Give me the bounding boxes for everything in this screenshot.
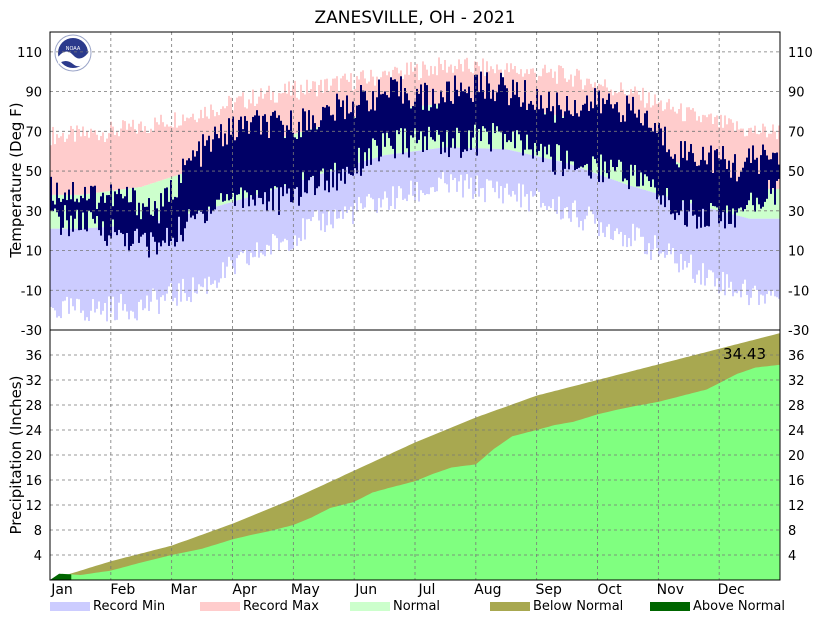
legend-swatch: [490, 602, 530, 611]
chart-title: ZANESVILLE, OH - 2021: [314, 8, 515, 28]
precip-tick-left: 28: [25, 399, 42, 414]
temp-tick-left: -30: [21, 324, 42, 339]
temp-tick-right: -10: [788, 284, 809, 299]
precip-tick-right: 24: [788, 424, 805, 439]
temp-tick-right: 70: [788, 125, 805, 140]
precip-tick-right: 8: [788, 524, 796, 539]
precip-tick-left: 24: [25, 424, 42, 439]
month-label: Aug: [474, 582, 501, 598]
temp-tick-right: 10: [788, 245, 805, 260]
precip-tick-left: 12: [25, 499, 42, 514]
noaa-logo: NOAA: [54, 34, 92, 72]
legend-swatch: [650, 602, 690, 611]
legend-label: Record Max: [243, 599, 319, 614]
month-label: Feb: [110, 582, 135, 598]
precip-tick-left: 36: [25, 349, 42, 364]
temp-tick-left: -10: [21, 284, 42, 299]
month-label: Dec: [718, 582, 745, 598]
grid: -30 -30 -10 -10 10 10 30 30 50 50 70 70 90 90 110 110 4 4…: [17, 31, 813, 581]
legend-swatch: [50, 602, 90, 611]
temp-tick-left: 50: [25, 165, 42, 180]
month-label: Sep: [535, 582, 562, 598]
temp-tick-left: 90: [25, 86, 42, 101]
legend-label: Normal: [393, 599, 440, 614]
precip-tick-left: 8: [34, 524, 42, 539]
month-label: Nov: [657, 582, 684, 598]
svg-text:NOAA: NOAA: [66, 46, 81, 52]
precipitation-frame: [49, 329, 781, 581]
precip-tick-right: 20: [788, 449, 805, 464]
month-label: May: [291, 582, 320, 598]
month-label: Jan: [50, 582, 73, 598]
temp-tick-right: -30: [788, 324, 809, 339]
precip-tick-right: 36: [788, 349, 805, 364]
precip-total-annotation: 34.43: [723, 345, 766, 363]
legend-label: Record Min: [93, 599, 165, 614]
temp-tick-left: 70: [25, 125, 42, 140]
precip-tick-right: 12: [788, 499, 805, 514]
precip-tick-left: 16: [25, 474, 42, 489]
temp-tick-right: 110: [788, 46, 813, 61]
legend-swatch: [350, 602, 390, 611]
precip-tick-right: 16: [788, 474, 805, 489]
month-labels: Jan Feb Mar Apr May Jun Jul Aug Sep Oct Nov Dec: [50, 582, 745, 598]
precip-tick-right: 32: [788, 374, 805, 389]
temperature-panel: [50, 57, 780, 322]
precip-tick-left: 20: [25, 449, 42, 464]
legend-label: Above Normal: [693, 599, 785, 614]
temperature-axis-label: Temperature (Deg F): [7, 102, 25, 258]
month-label: Jun: [354, 582, 377, 598]
precip-tick-left: 32: [25, 374, 42, 389]
month-label: Jul: [418, 582, 436, 598]
temp-tick-left: 10: [25, 245, 42, 260]
temp-tick-right: 50: [788, 165, 805, 180]
legend: Record Min Record Max Normal Below Normal Ab…: [50, 599, 785, 614]
precip-tick-right: 28: [788, 399, 805, 414]
temp-tick-right: 30: [788, 205, 805, 220]
precipitation-axis-label: Precipitation (Inches): [7, 376, 25, 535]
temp-tick-right: 90: [788, 86, 805, 101]
month-label: Apr: [232, 582, 256, 598]
legend-label: Below Normal: [533, 599, 623, 614]
temp-tick-left: 110: [17, 46, 42, 61]
above-normal-area: [50, 573, 72, 580]
legend-swatch: [200, 602, 240, 611]
month-label: Oct: [597, 582, 622, 598]
month-label: Mar: [170, 582, 197, 598]
precip-tick-right: 4: [788, 549, 796, 564]
precip-tick-left: 4: [34, 549, 42, 564]
temp-tick-left: 30: [25, 205, 42, 220]
